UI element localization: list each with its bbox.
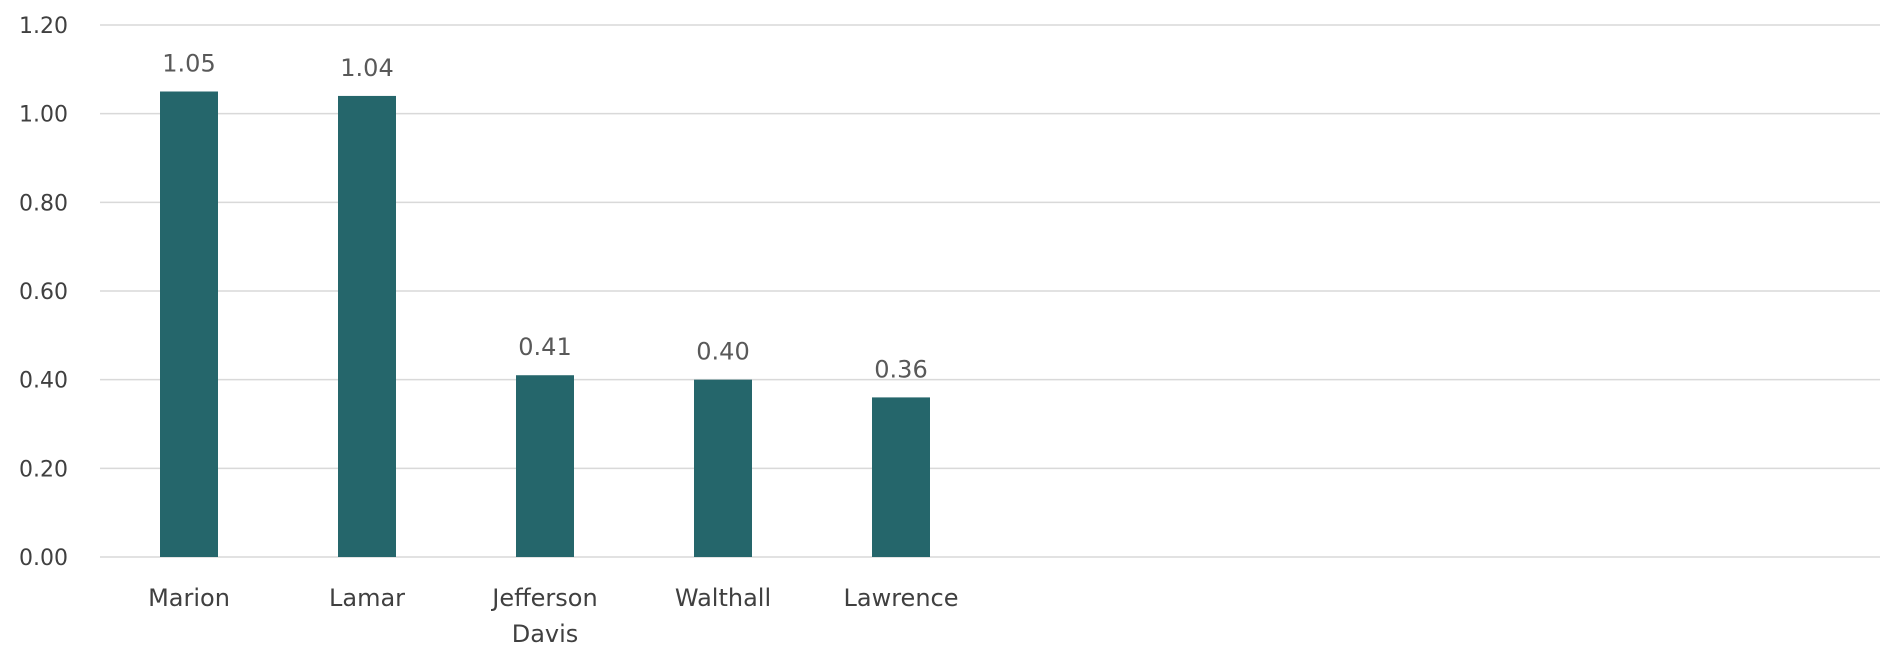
y-tick-label: 1.00	[19, 103, 68, 128]
data-label: 0.40	[696, 338, 749, 366]
category-label: Marion	[148, 584, 230, 612]
bar	[694, 379, 752, 557]
bar	[516, 375, 574, 557]
data-label: 1.04	[340, 54, 393, 82]
y-tick-label: 1.20	[19, 14, 68, 39]
y-tick-label: 0.00	[19, 546, 68, 571]
category-label: Jefferson	[490, 584, 597, 612]
bar	[160, 91, 218, 557]
y-tick-label: 0.80	[19, 191, 68, 216]
data-label: 0.36	[874, 355, 927, 383]
category-label: Lamar	[329, 584, 405, 612]
category-label: Lawrence	[844, 584, 959, 612]
y-tick-label: 0.60	[19, 280, 68, 305]
data-label: 1.05	[162, 50, 215, 78]
bar	[872, 397, 930, 557]
category-label: Davis	[512, 620, 579, 648]
y-tick-label: 0.20	[19, 457, 68, 482]
y-tick-label: 0.40	[19, 369, 68, 394]
bar	[338, 95, 396, 557]
data-label: 0.41	[518, 333, 571, 361]
category-label: Walthall	[675, 584, 771, 612]
